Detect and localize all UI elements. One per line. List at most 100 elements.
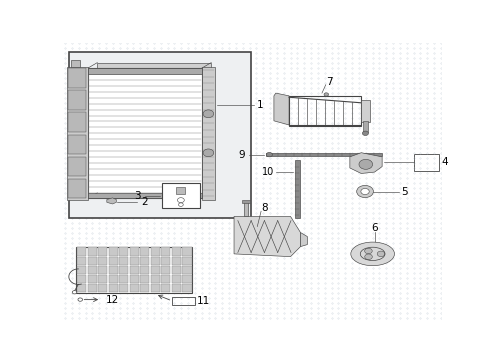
Bar [130,284,139,292]
Text: 3: 3 [134,191,141,201]
Text: 6: 6 [371,223,378,233]
Bar [130,247,139,256]
Ellipse shape [351,242,394,266]
Bar [88,193,202,198]
Circle shape [203,110,214,118]
Bar [363,121,368,132]
Bar [182,247,192,256]
Circle shape [365,254,372,260]
Bar [98,275,107,283]
Bar [242,200,250,203]
Bar [109,284,118,292]
Bar [244,201,248,216]
Text: 12: 12 [106,294,119,305]
Bar [88,247,97,256]
Circle shape [365,248,372,254]
Bar [161,257,171,265]
Bar [151,247,160,256]
Circle shape [357,185,373,198]
Bar [161,284,171,292]
Bar [88,266,97,274]
Bar [120,275,128,283]
Bar [69,135,86,154]
Circle shape [178,203,183,206]
Bar [130,266,139,274]
Text: 10: 10 [262,167,274,177]
Bar [76,247,192,293]
Bar [151,284,160,292]
Bar [151,275,160,283]
Bar [77,247,86,256]
Text: 1: 1 [257,100,264,110]
Bar [182,266,192,274]
Bar [267,153,382,156]
Polygon shape [234,216,300,257]
Text: 9: 9 [239,150,245,159]
Bar [172,275,181,283]
Bar [172,257,181,265]
Bar [151,266,160,274]
Circle shape [324,93,329,96]
Bar [120,284,128,292]
Bar [140,257,149,265]
Bar [172,284,181,292]
Circle shape [361,188,369,194]
Bar [182,284,192,292]
Bar [88,257,97,265]
Bar [176,187,185,194]
Bar [69,112,86,132]
Bar [77,284,86,292]
Polygon shape [107,198,116,204]
Bar [120,266,128,274]
Bar [295,159,300,218]
Circle shape [72,291,77,294]
Bar [361,100,369,122]
Bar [88,284,97,292]
Bar [202,67,215,200]
Bar [162,183,200,208]
Bar [98,247,107,256]
Bar [415,154,439,171]
Bar [182,257,192,265]
Bar [140,247,149,256]
Bar [88,275,97,283]
Bar [130,275,139,283]
Bar [289,96,361,126]
Text: 7: 7 [326,77,332,87]
Circle shape [177,198,184,203]
Bar [172,247,181,256]
Polygon shape [300,233,307,247]
Bar [109,257,118,265]
Circle shape [363,131,368,135]
Bar [67,67,88,200]
Bar [69,68,86,87]
Bar [109,266,118,274]
Bar [140,284,149,292]
Bar [161,266,171,274]
Bar [109,275,118,283]
Bar [151,257,160,265]
Bar [182,275,192,283]
Polygon shape [274,93,289,125]
Bar [98,284,107,292]
Text: 5: 5 [401,186,408,197]
Bar [130,257,139,265]
Circle shape [203,149,214,157]
Circle shape [377,251,385,257]
Bar [77,275,86,283]
Bar [172,266,181,274]
Bar [120,247,128,256]
Circle shape [359,159,373,169]
Text: 2: 2 [141,197,147,207]
Bar [69,179,86,198]
Circle shape [267,152,272,157]
Bar [98,257,107,265]
Bar [161,247,171,256]
Bar [77,266,86,274]
Bar [109,247,118,256]
Bar [88,68,202,198]
Bar [120,257,128,265]
Bar [161,275,171,283]
Circle shape [78,298,82,301]
Bar [172,297,195,305]
